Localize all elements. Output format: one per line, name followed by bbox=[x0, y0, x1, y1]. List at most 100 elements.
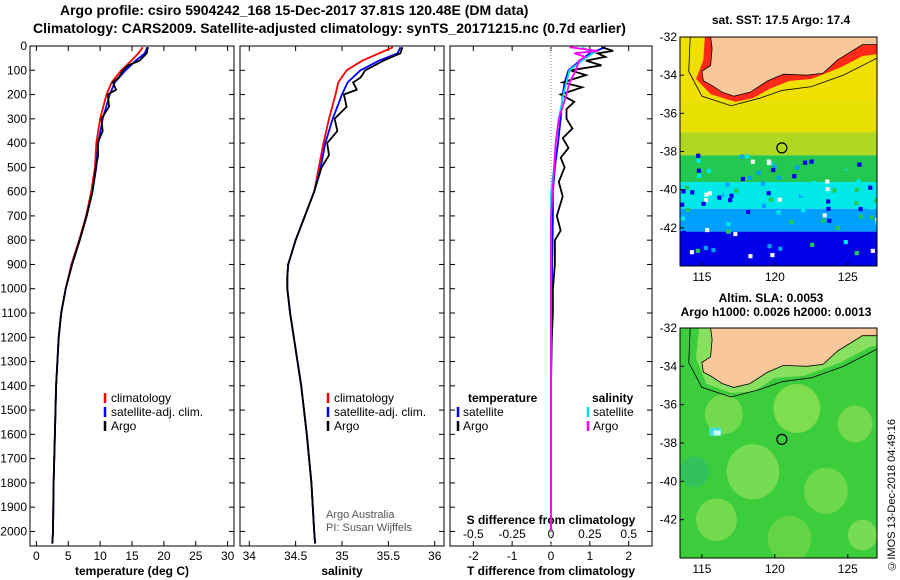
sst-pixel bbox=[704, 192, 709, 197]
y-tick-label: 500 bbox=[7, 160, 27, 174]
sst-pixel bbox=[810, 242, 815, 247]
panel-frame bbox=[29, 45, 235, 547]
sst-pixel bbox=[869, 215, 874, 220]
profile-panel-1: 0 5 10 15 20 25 30 temperature (deg C) 0 100 200 30… bbox=[0, 39, 234, 578]
sst-pixel bbox=[725, 229, 731, 234]
sst-pixel bbox=[696, 153, 701, 158]
sst-pixel bbox=[866, 235, 871, 240]
x-tick-label: 20 bbox=[157, 549, 171, 563]
figure-title-line-1: Argo profile: csiro 5904242_168 15-Dec-2… bbox=[60, 2, 529, 18]
x-tick-label: 0 bbox=[548, 549, 555, 563]
sla-anomaly bbox=[847, 519, 877, 551]
y-tick-label: 1600 bbox=[0, 427, 27, 441]
y-tick-label: -36 bbox=[660, 398, 678, 412]
x2-tick-label: 0 bbox=[548, 527, 555, 541]
land-australia bbox=[680, 328, 877, 388]
sst-pixel bbox=[696, 158, 701, 163]
y-tick-label: 900 bbox=[7, 257, 27, 271]
legend-title-salinity: salinity bbox=[592, 391, 634, 405]
legend-label: Argo bbox=[334, 419, 360, 433]
sst-pixel bbox=[729, 193, 734, 198]
sst-pixel bbox=[696, 173, 702, 178]
sst-pixel bbox=[821, 218, 826, 223]
x-tick-label: -2 bbox=[468, 549, 479, 563]
sst-pixel bbox=[795, 165, 800, 170]
series-line-satellite bbox=[550, 46, 595, 532]
legend-label: climatology bbox=[334, 391, 394, 405]
sla-anomaly bbox=[704, 394, 743, 435]
sst-pixel bbox=[827, 218, 832, 223]
y-tick-label: 1500 bbox=[0, 403, 27, 417]
x-tick-label: 10 bbox=[93, 549, 107, 563]
sst-pixel bbox=[772, 164, 777, 169]
x-tick-label: 5 bbox=[65, 549, 72, 563]
panel-annotation: Argo Australia bbox=[326, 509, 395, 521]
sst-pixel bbox=[710, 225, 715, 230]
sst-pixel bbox=[734, 188, 739, 193]
y-tick-label: -34 bbox=[660, 68, 678, 82]
sst-pixel bbox=[696, 168, 701, 173]
sst-pixel bbox=[800, 191, 805, 197]
sst-pixel bbox=[801, 208, 806, 213]
sst-pixel bbox=[832, 188, 837, 193]
series-line-satellite-adj-clim- bbox=[286, 46, 402, 544]
y-tick-label: 1400 bbox=[0, 379, 27, 393]
series-line-climatology bbox=[51, 46, 144, 544]
sst-pixel bbox=[802, 160, 808, 165]
y-tick-label: -32 bbox=[660, 321, 678, 335]
sst-pixel bbox=[854, 200, 859, 206]
sst-pixel bbox=[875, 218, 877, 223]
x-tick-label: 2 bbox=[625, 549, 632, 563]
x-axis-label: temperature (deg C) bbox=[75, 564, 189, 578]
sst-pixel bbox=[822, 213, 827, 218]
sst-pixel bbox=[875, 220, 877, 225]
sst-pixel bbox=[787, 186, 792, 191]
y-tick-label: -40 bbox=[660, 474, 678, 488]
y-tick-label: 1800 bbox=[0, 476, 27, 490]
sst-pixel bbox=[767, 244, 772, 249]
series-line-argo bbox=[286, 46, 404, 544]
sst-pixel bbox=[812, 180, 817, 186]
legend-label: satellite bbox=[593, 405, 634, 419]
sst-pixel bbox=[808, 165, 813, 170]
x-tick-label: 35 bbox=[335, 549, 349, 563]
sst-pixel bbox=[856, 179, 861, 184]
shelf-contour bbox=[688, 37, 877, 107]
legend-label: Argo bbox=[463, 419, 489, 433]
sst-pixel bbox=[766, 191, 771, 196]
x2-tick-label: -0.25 bbox=[498, 527, 526, 541]
series-line-argo bbox=[550, 46, 614, 532]
x2-tick-label: 0.25 bbox=[578, 527, 602, 541]
y-tick-label: 600 bbox=[7, 185, 27, 199]
sst-pixel bbox=[681, 189, 686, 194]
sst-pixel bbox=[769, 243, 775, 248]
sla-anomaly bbox=[804, 467, 848, 514]
sst-pixel bbox=[809, 159, 814, 164]
figure-title-line-2: Climatology: CARS2009. Satellite-adjuste… bbox=[33, 20, 626, 36]
sst-pixel bbox=[868, 185, 873, 190]
sla-anomaly bbox=[696, 498, 737, 542]
y-tick-label: 100 bbox=[7, 63, 27, 77]
sst-pixel bbox=[792, 174, 797, 179]
sst-pixel bbox=[826, 199, 831, 204]
sst-pixel bbox=[768, 197, 773, 202]
x-axis-label: salinity bbox=[321, 564, 363, 578]
x-tick-label: 34 bbox=[243, 549, 257, 563]
sst-pixel bbox=[827, 233, 833, 238]
sst-pixel bbox=[760, 181, 766, 186]
sst-pixel bbox=[745, 154, 750, 159]
sst-pixel bbox=[684, 185, 689, 190]
sst-pixel bbox=[771, 167, 776, 173]
sst-pixel bbox=[717, 195, 722, 200]
legend-label: satellite-adj. clim. bbox=[334, 405, 426, 419]
y-tick-label: 1100 bbox=[1, 306, 27, 320]
sst-pixel bbox=[857, 162, 862, 167]
y-tick-label: 1900 bbox=[0, 500, 27, 514]
sst-pixel bbox=[728, 198, 733, 203]
x2-tick-label: -0.5 bbox=[463, 527, 484, 541]
sst-pixel bbox=[706, 168, 712, 173]
panel-annotation: PI: Susan Wijffels bbox=[326, 522, 412, 534]
x-tick-label: 30 bbox=[221, 549, 235, 563]
y-tick-label: -38 bbox=[660, 436, 678, 450]
